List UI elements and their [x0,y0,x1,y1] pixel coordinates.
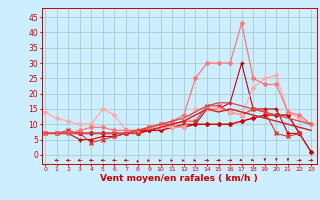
X-axis label: Vent moyen/en rafales ( km/h ): Vent moyen/en rafales ( km/h ) [100,174,258,183]
